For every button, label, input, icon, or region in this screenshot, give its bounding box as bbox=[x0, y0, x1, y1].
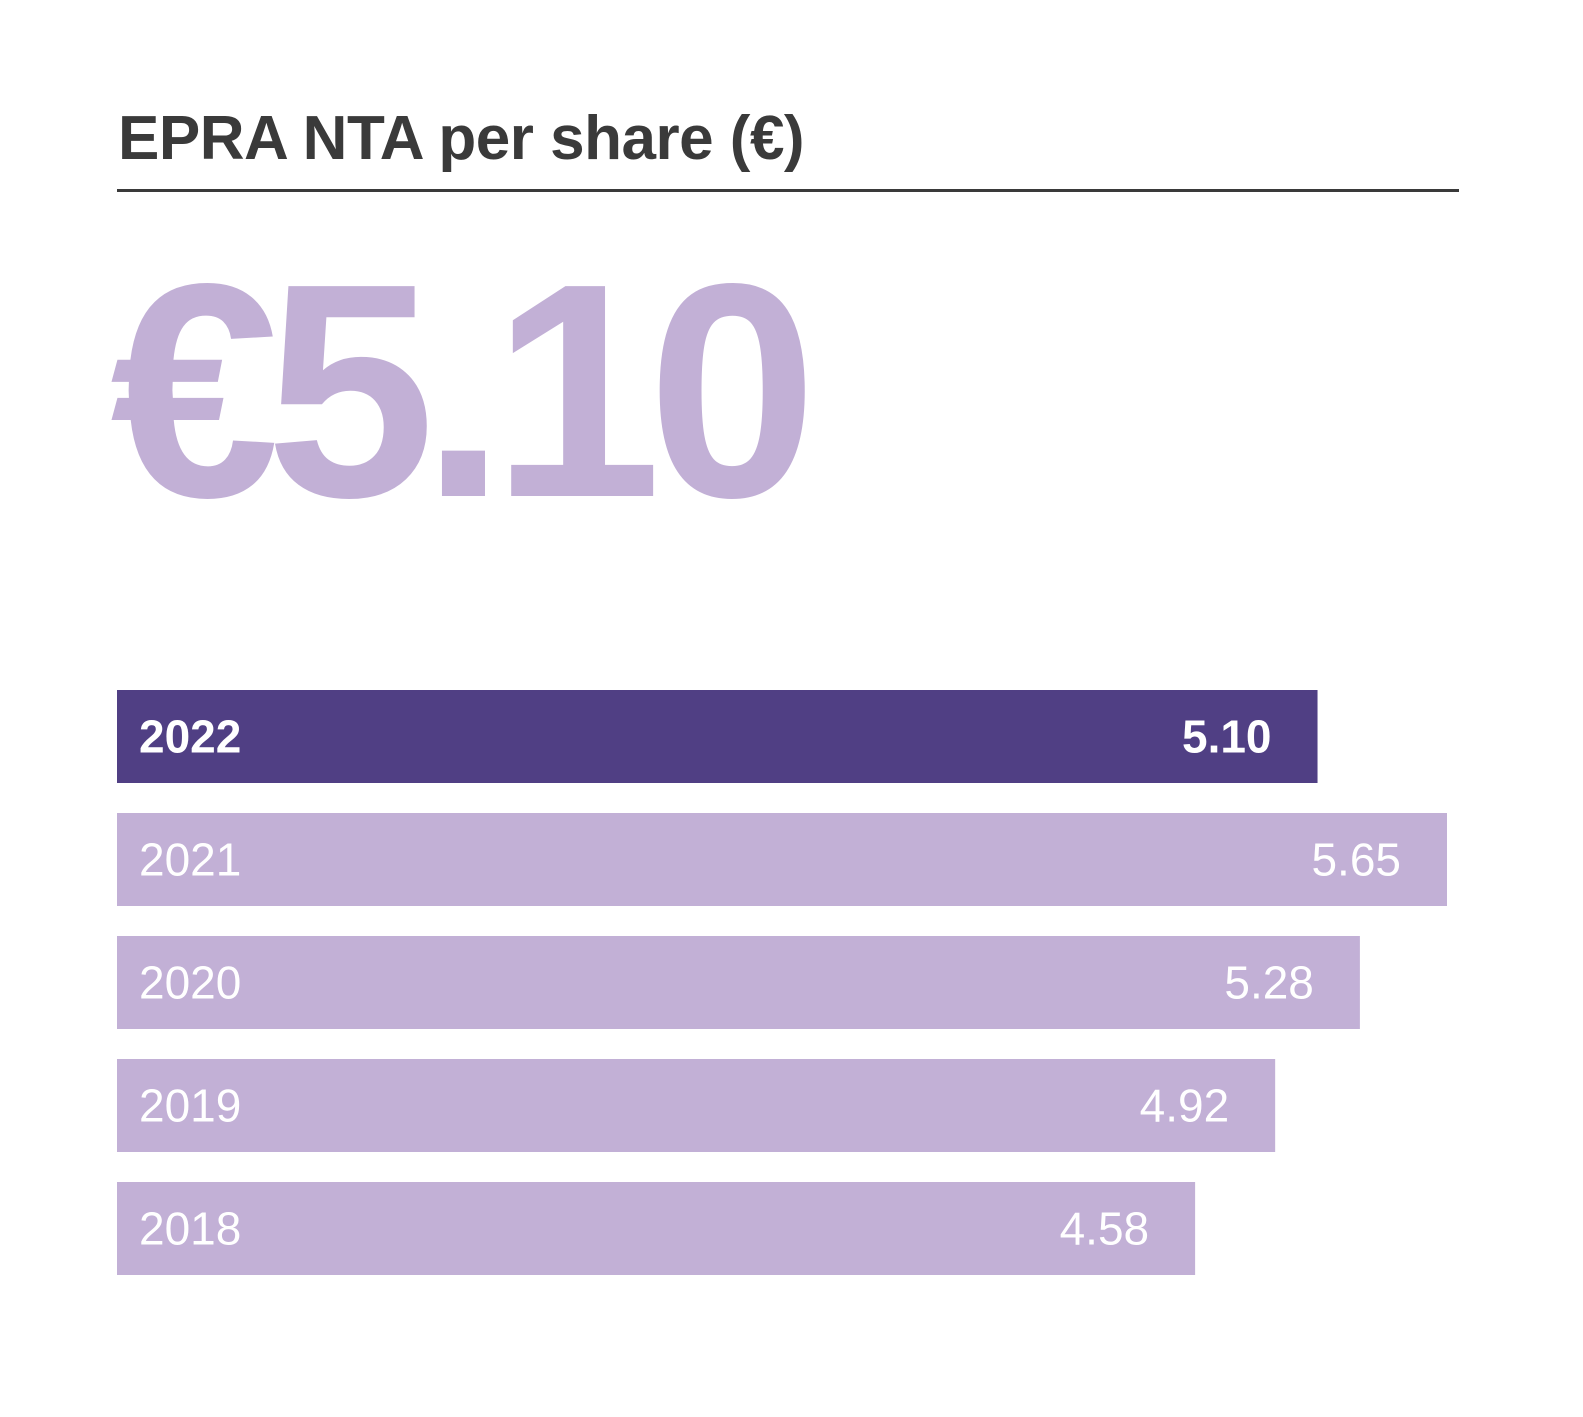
bar-value-label: 4.58 bbox=[1060, 1203, 1150, 1255]
bar-value-label: 5.10 bbox=[1182, 711, 1272, 763]
bar-category-label: 2022 bbox=[139, 711, 241, 763]
bar-2019 bbox=[117, 1059, 1276, 1152]
title-divider bbox=[117, 189, 1459, 192]
headline-value: €5.10 bbox=[110, 220, 817, 561]
bar-2020 bbox=[117, 936, 1360, 1029]
bar-category-label: 2021 bbox=[139, 834, 241, 886]
bar-value-label: 5.65 bbox=[1311, 834, 1401, 886]
bar-value-label: 5.28 bbox=[1224, 957, 1314, 1009]
bar-2022 bbox=[117, 690, 1318, 783]
bar-category-label: 2018 bbox=[139, 1203, 241, 1255]
bar-category-label: 2019 bbox=[139, 1080, 241, 1132]
bar-category-label: 2020 bbox=[139, 957, 241, 1009]
bar-2018 bbox=[117, 1182, 1196, 1275]
chart-title: EPRA NTA per share (€) bbox=[118, 104, 805, 173]
bar-2021 bbox=[117, 813, 1447, 906]
bar-value-label: 4.92 bbox=[1140, 1080, 1230, 1132]
